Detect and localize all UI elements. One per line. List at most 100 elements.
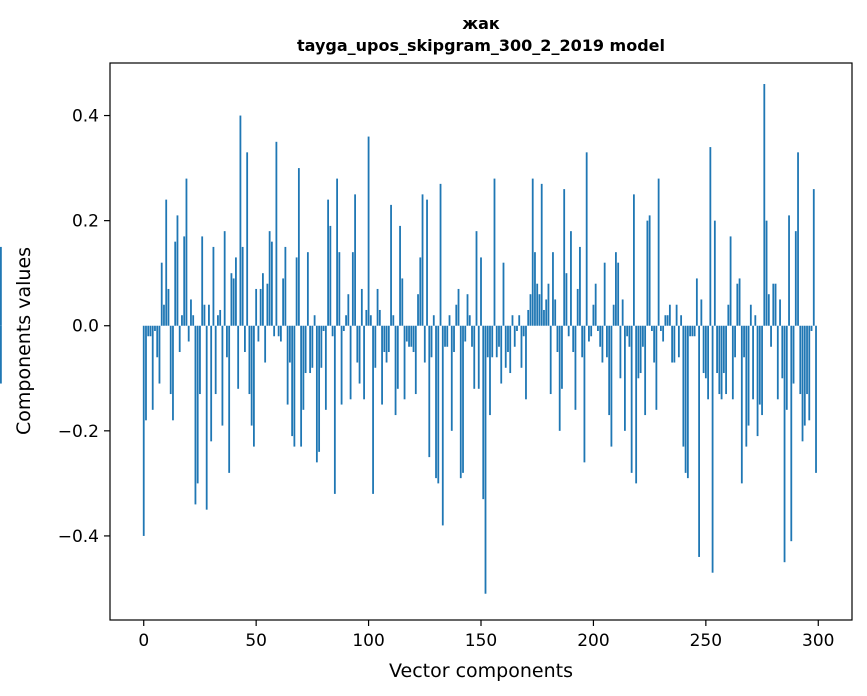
bar [666, 315, 669, 326]
bar [815, 325, 817, 473]
bar [336, 178, 338, 326]
bar [500, 325, 503, 384]
bar [199, 325, 201, 395]
bar [471, 325, 473, 347]
bar [475, 231, 478, 326]
bar [329, 225, 332, 326]
bar [653, 325, 656, 363]
bar [570, 231, 572, 326]
plot-frame [109, 62, 853, 621]
bar [794, 231, 797, 326]
bar [513, 325, 516, 347]
bar [201, 236, 204, 326]
bar [689, 325, 692, 337]
bar [700, 299, 703, 326]
bar [617, 262, 620, 326]
bar [300, 325, 303, 447]
bar [590, 325, 593, 337]
bar [675, 304, 678, 326]
bar [680, 315, 683, 326]
bar [396, 325, 399, 389]
bar [293, 325, 296, 447]
bar [183, 236, 186, 326]
bar [657, 178, 660, 326]
bar [365, 309, 368, 326]
bar [340, 325, 343, 405]
bar [522, 325, 525, 337]
bar [788, 215, 790, 326]
bar [149, 325, 152, 337]
bar [525, 325, 527, 400]
bar [354, 194, 356, 326]
bar [264, 325, 267, 363]
bar [378, 309, 381, 326]
bar [601, 325, 604, 363]
bar [606, 325, 608, 358]
bar [639, 325, 642, 374]
bar [235, 257, 237, 326]
bar [435, 325, 437, 479]
bar [237, 325, 240, 389]
bar [561, 325, 563, 389]
bar [462, 325, 464, 473]
bar [709, 147, 712, 326]
bar [677, 325, 680, 358]
bar [648, 215, 651, 326]
bar [779, 299, 781, 326]
bar [223, 231, 226, 326]
bar [381, 325, 383, 405]
bar [333, 325, 336, 494]
bar [160, 262, 163, 326]
bar [767, 294, 770, 326]
bar [190, 299, 192, 326]
bar [792, 325, 795, 384]
bar [806, 325, 808, 395]
y-tick-label: 0.2 [72, 212, 99, 232]
bar [790, 325, 793, 542]
bar [250, 325, 253, 426]
bar [477, 325, 480, 389]
bar [588, 325, 590, 342]
bar [495, 325, 498, 358]
bar [282, 278, 285, 326]
bar [313, 315, 316, 326]
bar [196, 325, 199, 484]
bar [534, 252, 536, 326]
bar [275, 141, 278, 326]
bar [426, 199, 428, 326]
bar [752, 325, 754, 400]
bar [808, 325, 811, 421]
bar [455, 304, 458, 326]
bar [504, 325, 507, 368]
bar [725, 325, 727, 395]
bar [210, 325, 213, 442]
bar [158, 325, 161, 384]
bar [0, 246, 2, 326]
bar [169, 325, 172, 395]
bar [167, 288, 170, 326]
bar [241, 246, 244, 326]
bar [644, 325, 647, 416]
bar [480, 257, 482, 326]
bar [581, 325, 584, 358]
bar [716, 325, 718, 374]
bar [410, 325, 413, 347]
bar [558, 325, 561, 431]
bar [253, 325, 255, 447]
bar [417, 294, 419, 326]
bar [545, 299, 548, 326]
bar [491, 325, 494, 358]
bar [345, 315, 347, 326]
bar [430, 325, 433, 358]
bar [453, 325, 455, 353]
y-tick-label: 0.4 [72, 107, 99, 127]
bar [572, 325, 575, 353]
bar [324, 325, 327, 410]
bar [738, 278, 741, 326]
bar [257, 325, 260, 342]
bar [387, 325, 390, 353]
bar [529, 294, 532, 326]
bar [284, 246, 287, 326]
bar [331, 325, 334, 337]
bar [446, 325, 449, 347]
